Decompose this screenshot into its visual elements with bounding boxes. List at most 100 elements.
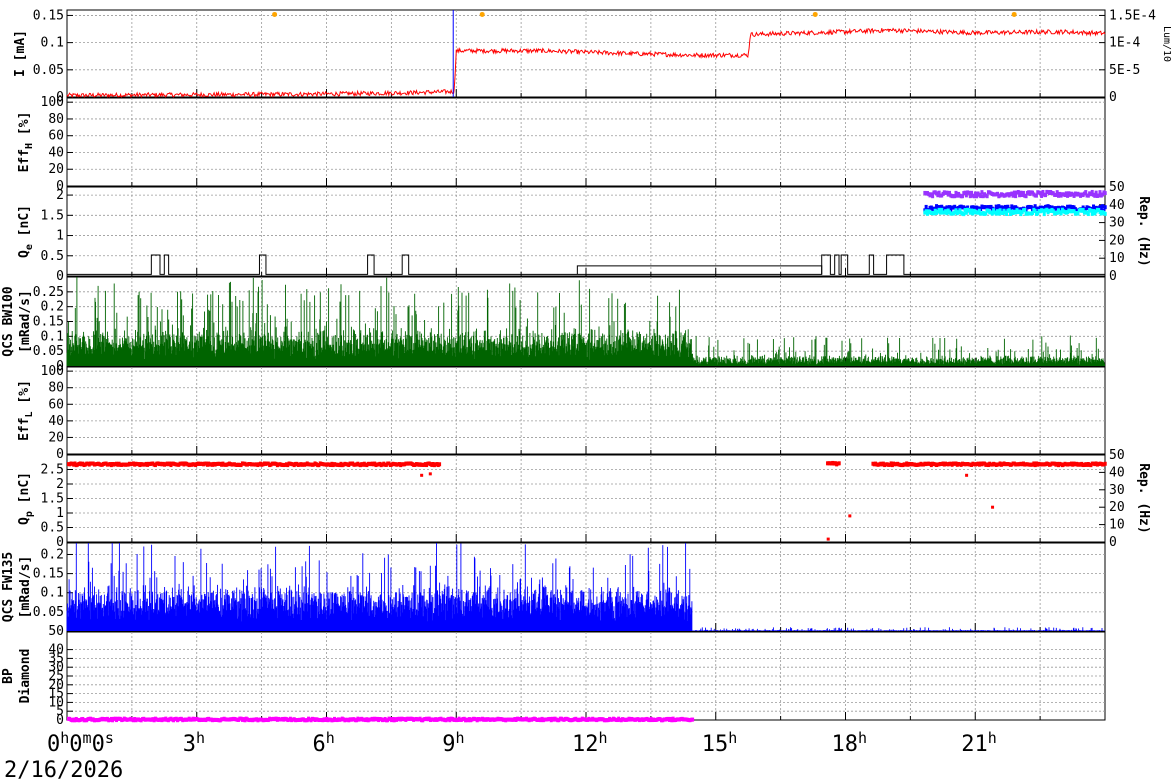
y-tick-label: 0.2	[41, 547, 64, 562]
data-point	[996, 209, 1000, 214]
y-tick-label: 0	[56, 269, 64, 284]
current-trace	[66, 27, 1106, 99]
right-y-tick-label: 0	[1109, 269, 1117, 284]
data-point	[1081, 207, 1085, 212]
data-point	[1042, 212, 1046, 217]
data-point	[1055, 210, 1059, 215]
data-point	[964, 193, 968, 198]
data-point	[996, 191, 1000, 196]
data-point	[1103, 211, 1107, 216]
y-tick-label: 1	[56, 506, 64, 521]
data-point	[691, 717, 695, 722]
y-tick-label: 2	[56, 188, 64, 203]
y-tick-label: 0.2	[41, 300, 64, 315]
data-point	[1036, 211, 1040, 216]
y-tick-label: 0.1	[41, 36, 64, 51]
y-tick-label: 0.1	[41, 329, 64, 344]
y-tick-label: 0.05	[33, 63, 64, 78]
data-point	[1059, 211, 1063, 216]
data-point	[999, 205, 1003, 210]
data-point	[954, 190, 958, 195]
data-point	[992, 208, 996, 213]
data-point	[438, 462, 442, 467]
y-tick-label: 10	[48, 695, 64, 710]
panel-qcs-bw: 00.050.10.150.20.25 QCS BW100 [mRad/s]	[1, 276, 1106, 374]
data-point	[942, 206, 946, 211]
data-point	[964, 210, 968, 215]
data-point	[968, 210, 972, 215]
data-point	[1029, 205, 1033, 210]
data-point	[945, 211, 949, 216]
y-tick-label: 2.5	[41, 463, 64, 478]
data-point	[963, 190, 967, 195]
data-point	[1099, 206, 1103, 211]
x-tick-label: 6h	[313, 729, 335, 757]
data-point	[1024, 194, 1028, 199]
data-point	[953, 210, 957, 215]
data-point	[1101, 204, 1105, 209]
data-point	[1097, 193, 1101, 198]
data-point	[966, 205, 970, 210]
data-point	[948, 205, 952, 210]
data-point	[971, 211, 975, 216]
y-tick-label: 0.5	[41, 521, 64, 536]
y-axis-label: QCS BW100	[1, 286, 16, 357]
data-point	[1092, 209, 1096, 214]
data-point	[1041, 208, 1045, 213]
y-tick-label: 0.25	[33, 285, 64, 300]
data-point	[1014, 194, 1018, 199]
data-point	[1023, 207, 1027, 212]
data-point	[428, 472, 432, 476]
data-point	[1084, 190, 1088, 195]
data-point	[1006, 204, 1010, 209]
data-point	[991, 505, 995, 509]
y-tick-label: 25	[48, 669, 64, 684]
data-point	[933, 208, 937, 213]
data-point	[1051, 209, 1055, 214]
data-point	[980, 190, 984, 195]
y-tick-label: 60	[48, 129, 64, 144]
right-y-tick-label: 40	[1109, 465, 1125, 480]
data-point	[994, 211, 998, 216]
y-tick-label: 40	[48, 145, 64, 160]
data-point	[963, 208, 967, 213]
data-point	[973, 191, 977, 196]
y-tick-label: 2	[56, 477, 64, 492]
data-point	[925, 211, 929, 216]
right-y-tick-label: 1E-4	[1109, 36, 1140, 51]
x-tick-label: 0h0m0s	[47, 729, 114, 757]
data-point	[967, 190, 971, 195]
right-y-tick-label: 10	[1109, 251, 1125, 266]
data-point	[1072, 193, 1076, 198]
right-y-tick-label: 20	[1109, 233, 1125, 248]
y-tick-label: 20	[48, 430, 64, 445]
x-axis: 0h0m0s 3h 6h 9h 12h 15h 18h 21h 2/16/2026	[4, 729, 997, 782]
data-point	[997, 211, 1001, 216]
data-point	[1103, 205, 1107, 210]
data-point	[937, 207, 941, 212]
y-axis-label: Qp [nC]	[17, 472, 35, 525]
right-y-tick-label: 50	[1109, 180, 1125, 195]
x-tick-label: 15h	[702, 729, 738, 757]
data-point	[1089, 208, 1093, 213]
data-point	[1089, 192, 1093, 197]
data-point	[420, 473, 424, 477]
data-point	[953, 204, 957, 209]
data-point	[938, 210, 942, 215]
data-point	[985, 194, 989, 199]
y-tick-label: 15	[48, 687, 64, 702]
y-axis-label: QCS FW135	[1, 552, 16, 622]
data-point	[1090, 211, 1094, 216]
right-axis-label: Rep. (Hz)	[1136, 463, 1151, 533]
data-point	[940, 207, 944, 212]
y-tick-label: 0.15	[33, 315, 64, 330]
data-point	[940, 204, 944, 209]
y-tick-label: 80	[48, 112, 64, 127]
data-point	[965, 473, 969, 477]
data-point	[984, 211, 988, 216]
y-axis-label: Qe [nC]	[17, 205, 35, 258]
data-point	[998, 208, 1002, 213]
data-point	[977, 208, 981, 213]
